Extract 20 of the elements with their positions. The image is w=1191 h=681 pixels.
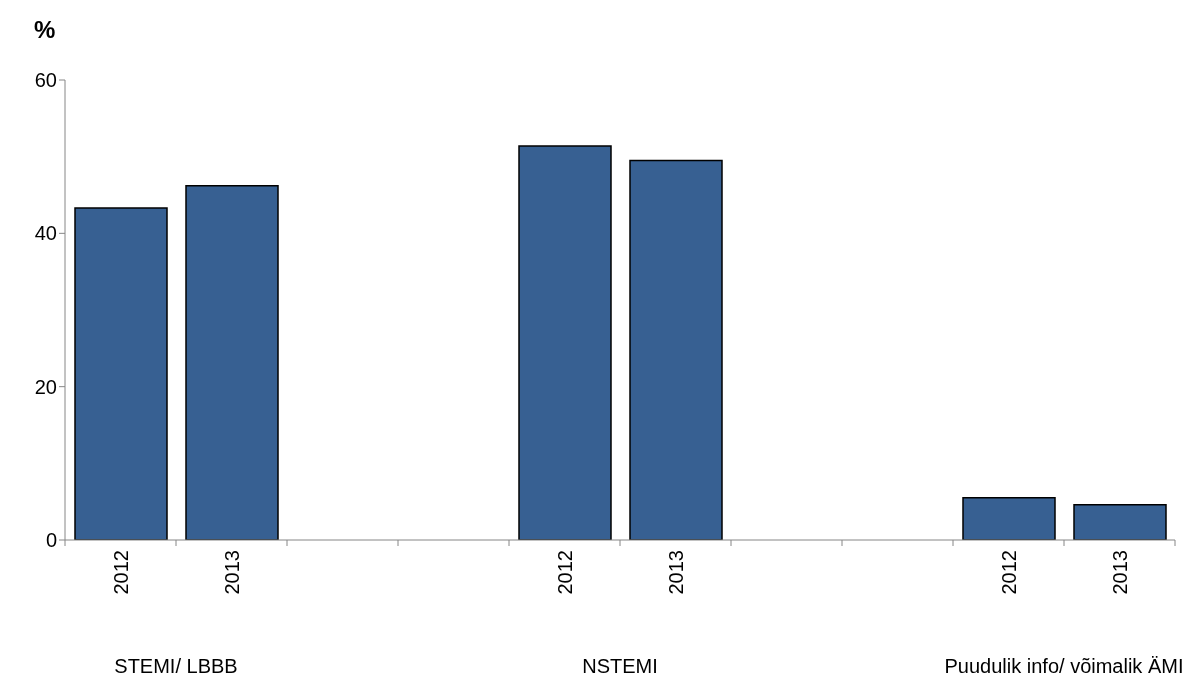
x-tick-label: 2013 xyxy=(220,550,243,595)
text: NSTEMI xyxy=(582,655,658,677)
bar xyxy=(1073,503,1167,540)
x-tick-label: 2013 xyxy=(1108,550,1131,595)
y-tick-label: 60 xyxy=(34,69,57,92)
y-tick-label: 0 xyxy=(45,529,57,552)
x-tick-label: 2012 xyxy=(109,550,132,595)
text: STEMI/ LBBB xyxy=(114,655,238,677)
bar xyxy=(629,159,723,540)
y-tick-label: 40 xyxy=(34,222,57,245)
y-axis-title: % xyxy=(34,16,56,44)
bar xyxy=(518,145,612,540)
bar xyxy=(74,207,168,540)
bar xyxy=(185,185,279,540)
x-tick-label: 2013 xyxy=(664,550,687,595)
text: Puudulik info/ võimalik ÄMI xyxy=(944,655,1184,677)
y-tick-label: 20 xyxy=(34,375,57,398)
x-tick-label: 2012 xyxy=(553,550,576,595)
bar xyxy=(962,497,1056,540)
x-tick-label: 2012 xyxy=(997,550,1020,595)
